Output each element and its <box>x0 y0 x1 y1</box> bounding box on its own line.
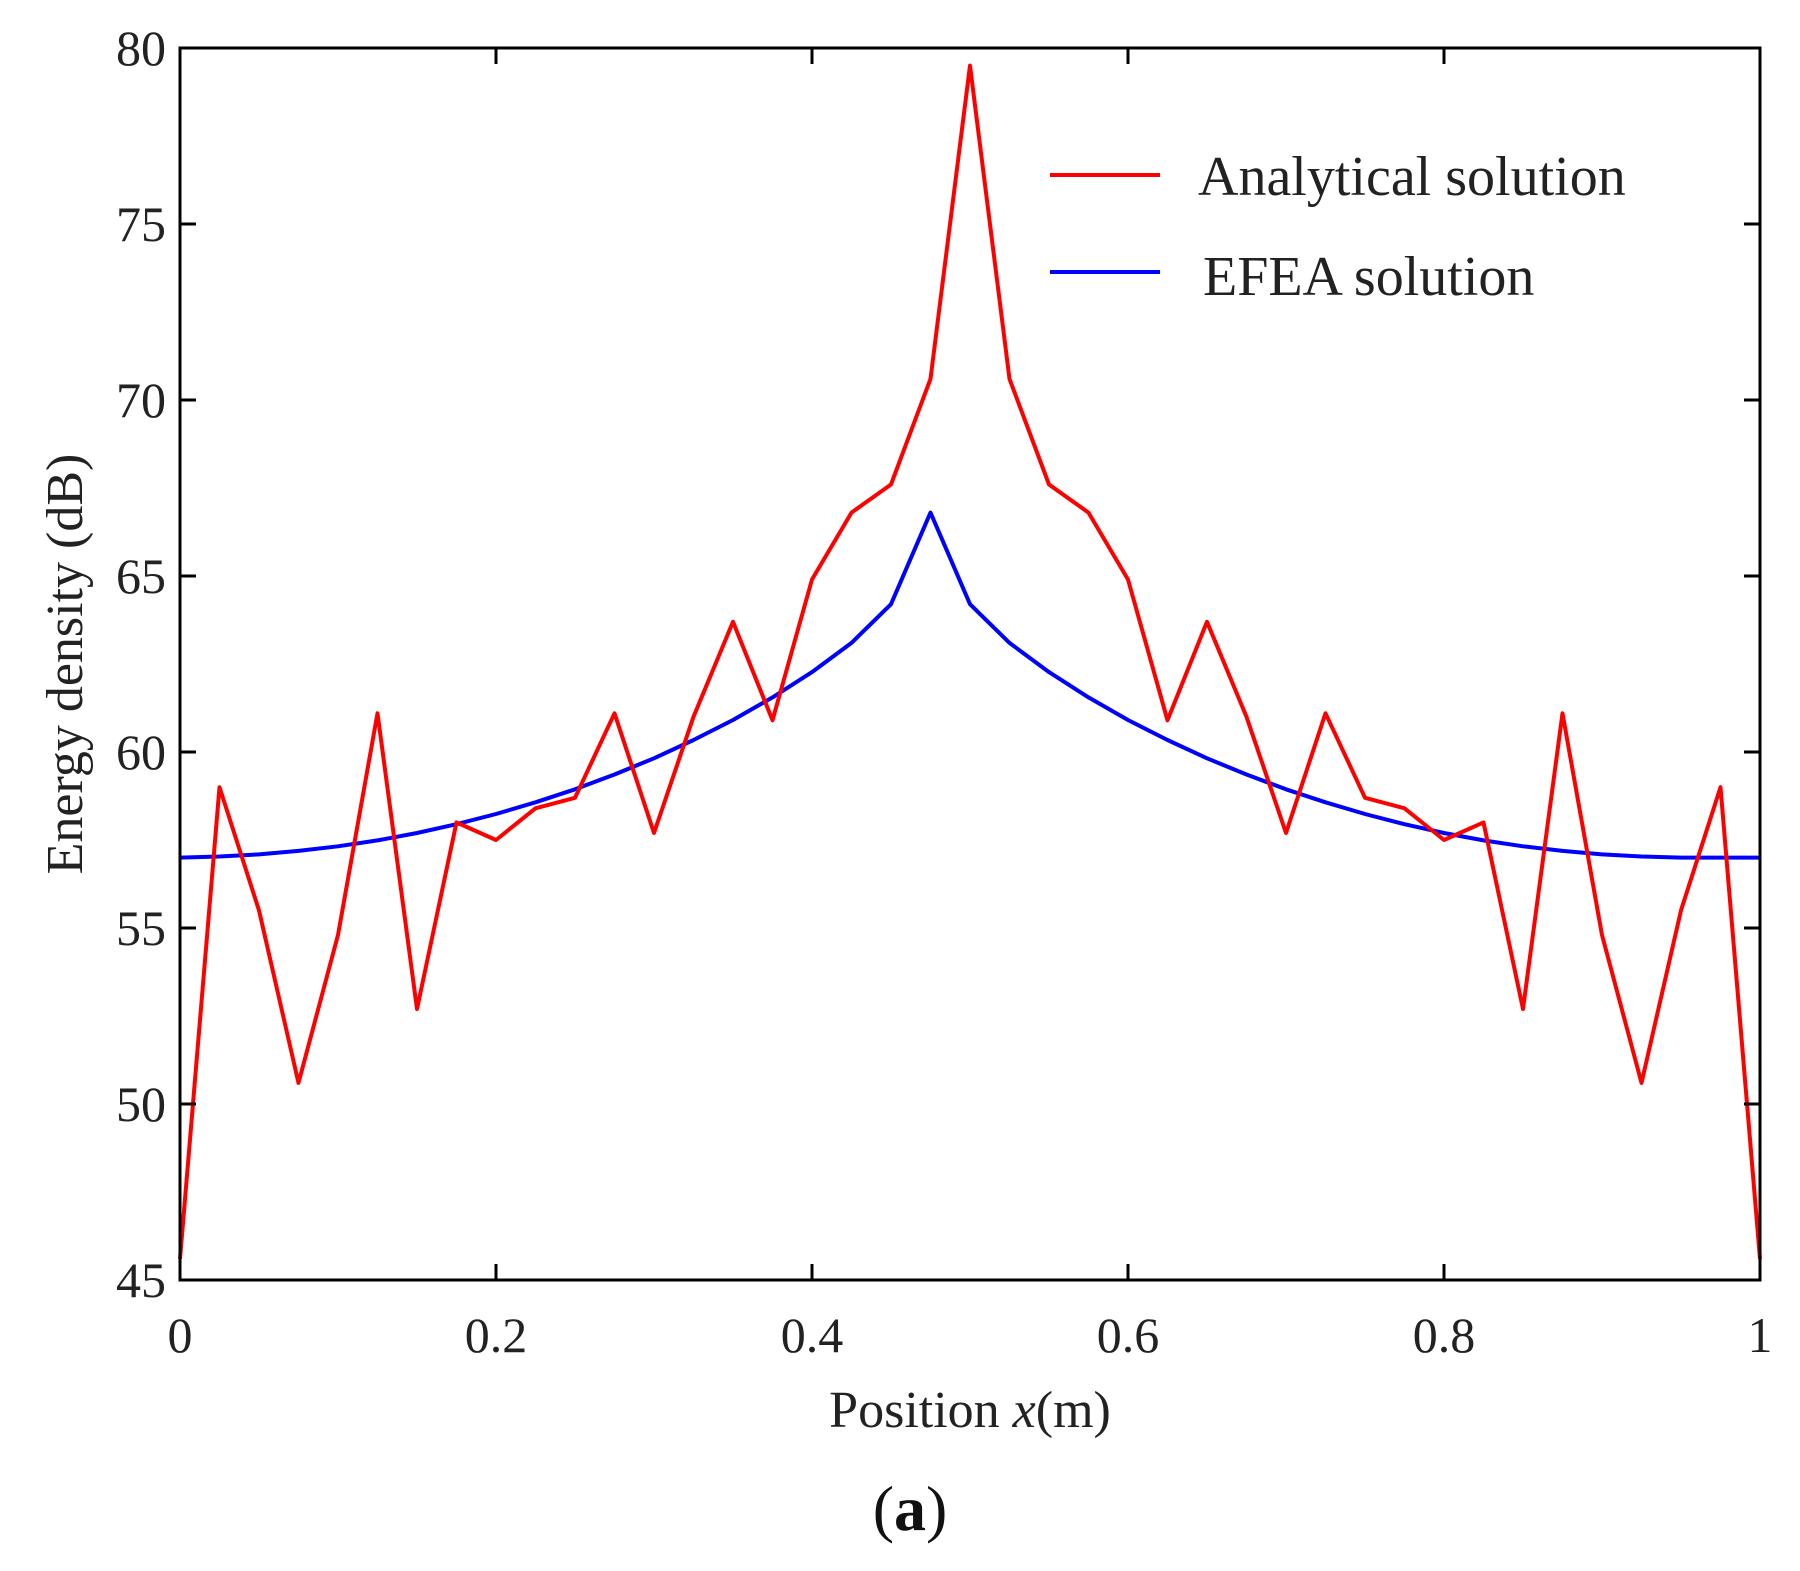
legend-label-analytical: Analytical solution <box>1198 146 1626 208</box>
series-line-analytical <box>178 63 1762 1260</box>
x-axis-title-unit: (m) <box>1036 1382 1111 1439</box>
caption-close: ) <box>926 1473 947 1544</box>
y-tick-label: 50 <box>116 1076 166 1132</box>
figure-caption: (a) <box>873 1473 948 1544</box>
series-line-efea <box>179 510 1760 860</box>
x-axis-title-var: x <box>1012 1382 1036 1439</box>
x-tick-label: 0.8 <box>1413 1307 1476 1363</box>
y-tick-label: 75 <box>116 196 166 252</box>
y-axis-title: Energy density (dB) <box>37 454 94 875</box>
axes-frame <box>178 46 1762 1282</box>
y-tick-label: 70 <box>116 372 166 428</box>
y-tick-label: 45 <box>116 1252 166 1308</box>
x-axis-title-prefix: Position <box>829 1382 1013 1439</box>
y-tick-label: 80 <box>116 20 166 76</box>
x-tick-label: 0.2 <box>465 1307 528 1363</box>
y-tick-label: 60 <box>116 724 166 780</box>
x-axis-title: Position x(m) <box>829 1382 1111 1439</box>
x-tick-label: 0.6 <box>1097 1307 1160 1363</box>
y-tick-label: 55 <box>116 900 166 956</box>
x-tick-label: 1 <box>1748 1307 1773 1363</box>
caption-letter: a <box>894 1473 926 1544</box>
x-tick-label: 0 <box>168 1307 193 1363</box>
y-tick-label: 65 <box>116 548 166 604</box>
legend-label-efea: EFEA solution <box>1203 246 1534 308</box>
caption-open: ( <box>873 1473 894 1544</box>
ticks-layer: 45 50 55 60 65 70 75 80 0 0.2 0.4 0.6 0.8 1 <box>116 20 1773 1363</box>
x-tick-label: 0.4 <box>781 1307 844 1363</box>
legend: Analytical solution EFEA solution <box>1050 146 1626 308</box>
series-layer <box>178 63 1762 1260</box>
